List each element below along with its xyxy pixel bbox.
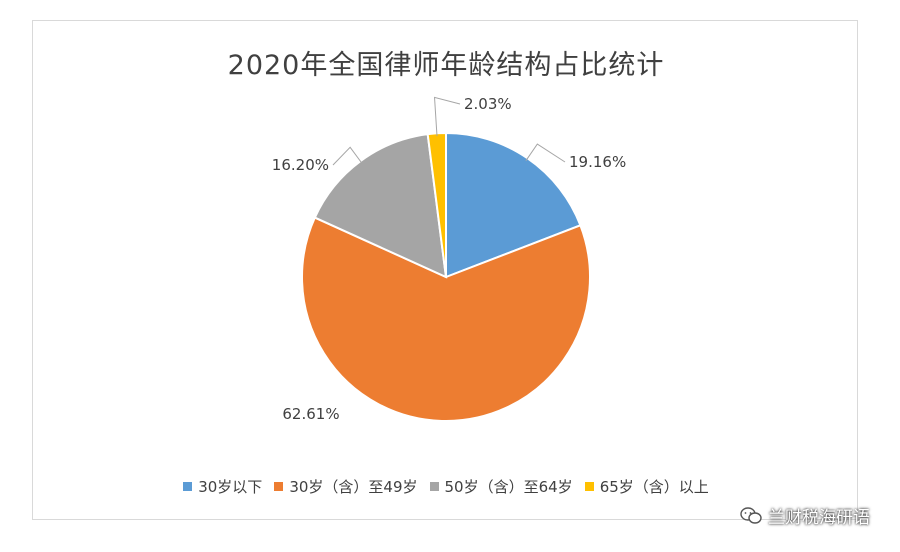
legend-swatch bbox=[584, 482, 594, 491]
leader-line-4 bbox=[433, 96, 461, 137]
watermark: 兰财税海研语 bbox=[740, 503, 870, 528]
legend-swatch bbox=[429, 482, 439, 491]
data-label-3: 16.20% bbox=[272, 156, 329, 174]
legend-label: 30岁（含）至49岁 bbox=[289, 478, 418, 496]
legend-item-2: 30岁（含）至49岁 bbox=[274, 476, 418, 497]
wechat-icon bbox=[740, 506, 762, 524]
data-label-4: 2.03% bbox=[464, 95, 512, 113]
legend-label: 65岁（含）以上 bbox=[599, 478, 709, 496]
pie-chart: 19.16% 62.61% 16.20% 2.03% bbox=[272, 95, 626, 423]
legend-item-1: 30岁以下 bbox=[183, 476, 262, 497]
legend-item-4: 65岁（含）以上 bbox=[584, 476, 709, 497]
data-label-2: 62.61% bbox=[282, 405, 339, 423]
leader-line-3 bbox=[332, 146, 363, 166]
legend-item-3: 50岁（含）至64岁 bbox=[429, 476, 573, 497]
legend-label: 50岁（含）至64岁 bbox=[444, 478, 573, 496]
pie-slice-2 bbox=[301, 216, 591, 422]
chart-frame: 2020年全国律师年龄结构占比统计 19.16% 62.61% 16.20% 2.03… bbox=[32, 20, 858, 520]
chart-legend: 30岁以下 30岁（含）至49岁 50岁（含）至64岁 65岁（含）以上 bbox=[33, 476, 859, 497]
legend-label: 30岁以下 bbox=[198, 478, 263, 496]
legend-swatch bbox=[183, 482, 193, 491]
legend-swatch bbox=[274, 482, 284, 491]
data-label-1: 19.16% bbox=[569, 153, 626, 171]
leader-line-1 bbox=[525, 143, 566, 163]
watermark-text: 兰财税海研语 bbox=[768, 508, 870, 528]
chart-title: 2020年全国律师年龄结构占比统计 bbox=[227, 50, 665, 81]
